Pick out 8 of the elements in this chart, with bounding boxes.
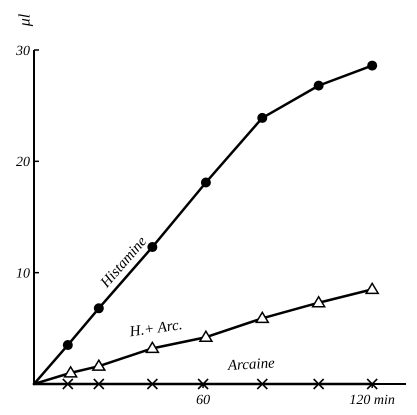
series-label: Arcaine xyxy=(226,356,276,374)
y-tick-label: 20 xyxy=(16,155,30,170)
x-tick-label: 60 xyxy=(196,393,210,408)
y-axis-title: μl xyxy=(16,13,34,28)
y-tick-label: 30 xyxy=(15,44,30,59)
y-tick-label: 10 xyxy=(16,266,30,282)
x-tick-label: 120 min xyxy=(349,393,395,408)
text: H.+ Arc. xyxy=(128,317,184,340)
